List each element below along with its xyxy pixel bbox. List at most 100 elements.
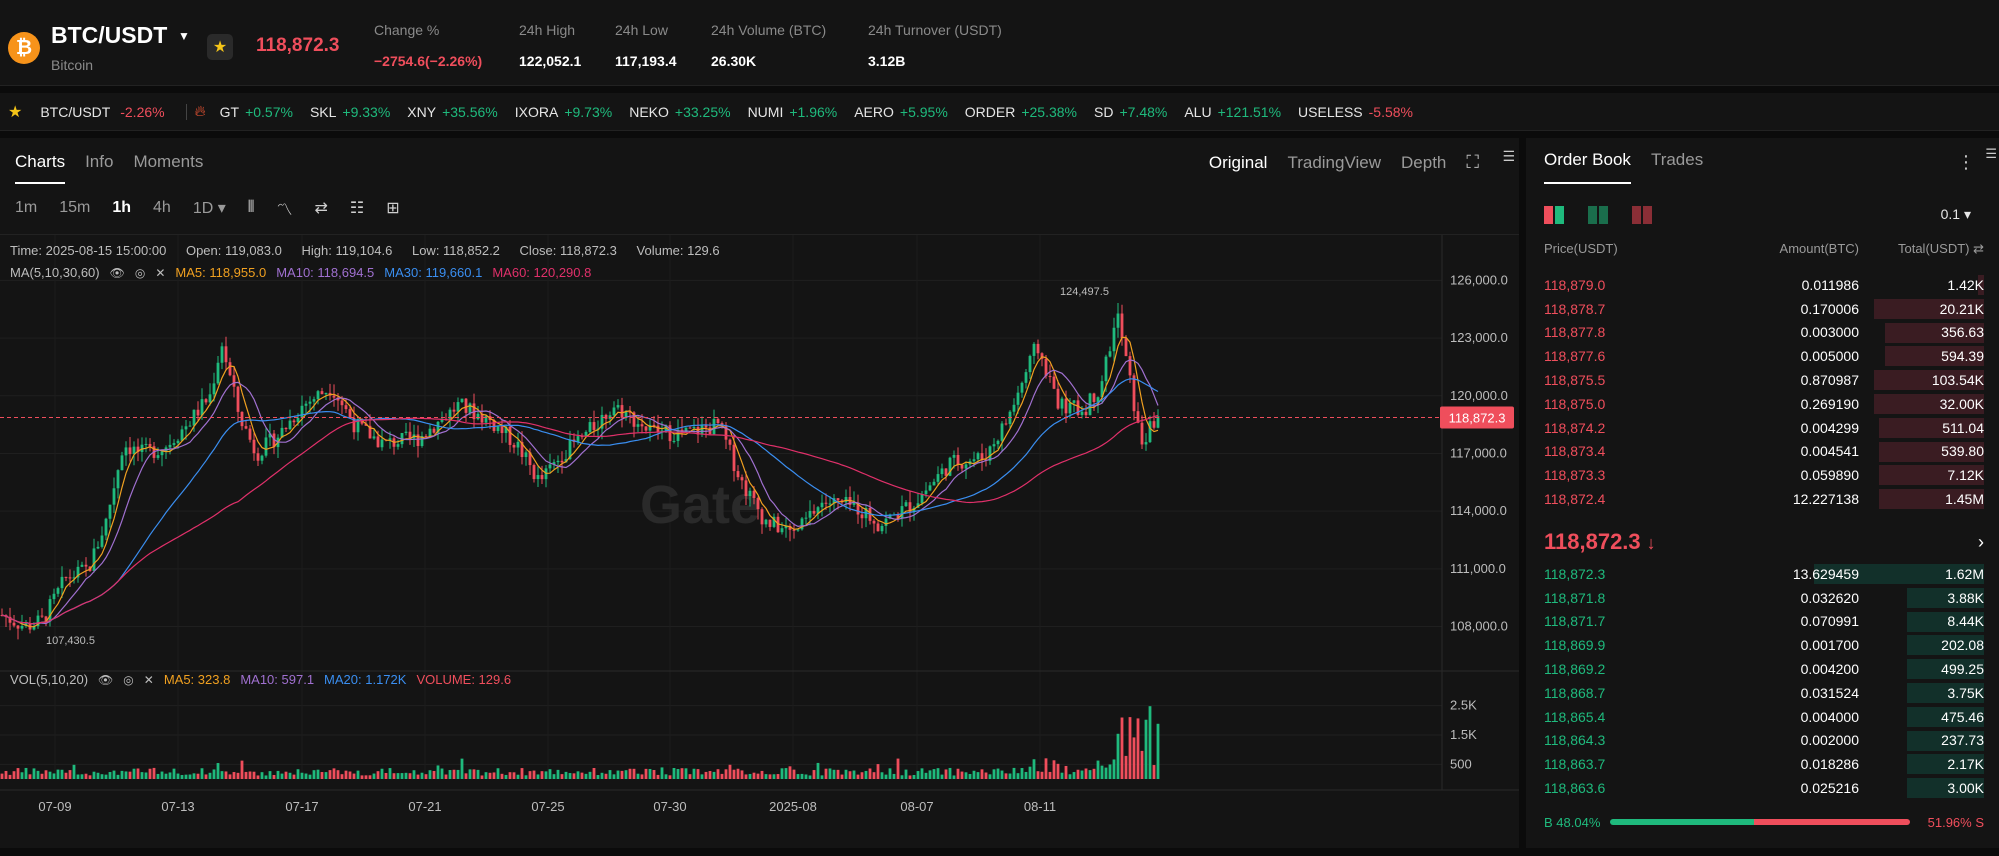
ticker-item-alu[interactable]: ALU +121.51% [1184, 104, 1281, 120]
bid-row[interactable]: 118,872.3 13.629459 1.62M [1526, 562, 1999, 586]
volume-tick-label: 500 [1450, 756, 1472, 771]
volume-bar [836, 769, 840, 779]
pair-selector[interactable]: BTC/USDT [51, 22, 168, 48]
volume-bar [636, 773, 640, 779]
caret-down-icon[interactable]: ▼ [178, 29, 190, 43]
volume-bar [232, 772, 236, 779]
tab-info[interactable]: Info [85, 152, 114, 171]
ticker-symbol: AERO [854, 103, 894, 120]
chart-area[interactable]: 126,000.0 123,000.0 120,000.0 117,000.0 114,… [0, 234, 1519, 848]
volume-bar [1060, 772, 1064, 779]
volume-bar [540, 771, 544, 779]
ticker-item-btc[interactable]: BTC/USDT -2.26% [40, 104, 164, 120]
bid-row[interactable]: 118,871.7 0.070991 8.44K [1526, 610, 1999, 634]
volume-bar [864, 770, 868, 779]
bid-row[interactable]: 118,865.4 0.004000 475.46 [1526, 705, 1999, 729]
tab-charts[interactable]: Charts [15, 152, 66, 184]
list-settings-icon[interactable]: ☷ [349, 200, 365, 217]
ask-row[interactable]: 118,877.6 0.005000 594.39 [1526, 344, 1999, 368]
layout-asks-icon[interactable] [1632, 206, 1652, 224]
volume-bar [236, 772, 240, 779]
legend-value: MA30: 119,660.1 [384, 265, 483, 280]
ticker-item-useless[interactable]: USELESS -5.58% [1298, 104, 1413, 120]
view-depth[interactable]: Depth [1401, 152, 1447, 172]
timeframe-15m[interactable]: 15m [59, 199, 91, 216]
timeframe-1h[interactable]: 1h [112, 199, 132, 216]
tab-order-book[interactable]: Order Book [1544, 150, 1631, 184]
volume-tick-label: 1.5K [1450, 727, 1477, 742]
volume-bar [472, 769, 476, 779]
ticker-item-gt[interactable]: GT +0.57% [220, 104, 293, 120]
eye-icon[interactable]: 👁︎ [109, 265, 125, 280]
volume-bar [88, 775, 92, 779]
bid-row[interactable]: 118,869.9 0.001700 202.08 [1526, 633, 1999, 657]
tab-trades[interactable]: Trades [1650, 150, 1704, 169]
volume-bar [824, 768, 828, 779]
layout-bids-icon[interactable] [1588, 206, 1608, 224]
close-icon[interactable]: ✕ [155, 265, 166, 280]
ticker-item-xny[interactable]: XNY +35.56% [407, 104, 497, 120]
tab-moments[interactable]: Moments [133, 152, 204, 171]
indicators-icon[interactable]: 〽 [276, 202, 293, 219]
panel-menu-icon[interactable]: ☰ [1985, 146, 1997, 161]
favorite-star-icon[interactable]: ★ [207, 34, 233, 60]
bid-row[interactable]: 118,863.7 0.018286 2.17K [1526, 752, 1999, 776]
bid-row[interactable]: 118,871.8 0.032620 3.88K [1526, 586, 1999, 610]
eye-icon[interactable]: 👁︎ [98, 672, 114, 687]
precision-select[interactable]: 0.1 ▾ [1940, 206, 1971, 222]
ticker-item-skl[interactable]: SKL +9.33% [310, 104, 390, 120]
volume-bar [1048, 771, 1052, 779]
depth-bar [1907, 778, 1984, 799]
settings-icon[interactable]: ◎ [134, 265, 146, 280]
timeframe-1d-dropdown[interactable]: 1D ▾ [192, 200, 226, 217]
ask-row[interactable]: 118,874.2 0.004299 511.04 [1526, 416, 1999, 440]
ask-row[interactable]: 118,872.4 12.227138 1.45M [1526, 487, 1999, 511]
panel-menu-icon[interactable]: ☰ [1502, 148, 1515, 164]
ask-row[interactable]: 118,879.0 0.011986 1.42K [1526, 273, 1999, 297]
ask-row[interactable]: 118,875.0 0.269190 32.00K [1526, 392, 1999, 416]
candle-body [732, 444, 736, 472]
row-price: 118,869.2 [1544, 661, 1606, 678]
ticker-item-sd[interactable]: SD +7.48% [1094, 104, 1167, 120]
settings-icon[interactable]: ◎ [123, 672, 134, 687]
candle-body [404, 431, 408, 433]
ask-row[interactable]: 118,878.7 0.170006 20.21K [1526, 297, 1999, 321]
fullscreen-icon[interactable]: ⛶ [1466, 152, 1479, 172]
ticker-item-numi[interactable]: NUMI +1.96% [748, 104, 838, 120]
ticker-item-neko[interactable]: NEKO +33.25% [629, 104, 730, 120]
chevron-right-icon[interactable]: › [1978, 531, 1984, 552]
divider [185, 103, 187, 120]
candle-body [920, 494, 924, 504]
ticker-item-ixora[interactable]: IXORA +9.73% [515, 104, 612, 120]
candlestick-chart[interactable]: 126,000.0 123,000.0 120,000.0 117,000.0 114,… [0, 235, 1519, 849]
ask-row[interactable]: 118,873.4 0.004541 539.80 [1526, 440, 1999, 464]
ask-row[interactable]: 118,875.5 0.870987 103.54K [1526, 368, 1999, 392]
candle-type-icon[interactable]: ⫴ [247, 199, 255, 216]
timeframe-1m[interactable]: 1m [15, 199, 38, 216]
volume-bar [908, 775, 912, 779]
favorites-star-icon[interactable]: ★ [8, 103, 23, 121]
candle-body [532, 465, 536, 480]
header-total[interactable]: Total(USDT) ⇄ [1897, 241, 1984, 256]
ticker-item-order[interactable]: ORDER +25.38% [965, 104, 1077, 120]
candle-body [144, 443, 148, 445]
layout-icon[interactable]: ⊞ [386, 200, 400, 217]
volume-bar [1044, 758, 1048, 779]
ask-row[interactable]: 118,877.8 0.003000 356.63 [1526, 321, 1999, 345]
view-original[interactable]: Original [1208, 152, 1268, 172]
view-tradingview[interactable]: TradingView [1287, 152, 1382, 172]
ask-row[interactable]: 118,873.3 0.059890 7.12K [1526, 463, 1999, 487]
bid-row[interactable]: 118,864.3 0.002000 237.73 [1526, 729, 1999, 753]
candle-body [292, 420, 296, 423]
close-icon[interactable]: ✕ [143, 672, 154, 687]
row-amount: 0.003000 [1800, 324, 1859, 341]
timeframe-4h[interactable]: 4h [153, 199, 171, 216]
more-options-icon[interactable]: ⋮ [1957, 152, 1975, 172]
bid-row[interactable]: 118,868.7 0.031524 3.75K [1526, 681, 1999, 705]
bid-row[interactable]: 118,869.2 0.004200 499.25 [1526, 657, 1999, 681]
ticker-item-aero[interactable]: AERO +5.95% [854, 104, 948, 120]
compare-icon[interactable]: ⇄ [314, 200, 328, 217]
mid-price-row[interactable]: 118,872.3 ↓ › [1544, 522, 1984, 562]
bid-row[interactable]: 118,863.6 0.025216 3.00K [1526, 776, 1999, 800]
layout-both-icon[interactable] [1544, 206, 1564, 224]
